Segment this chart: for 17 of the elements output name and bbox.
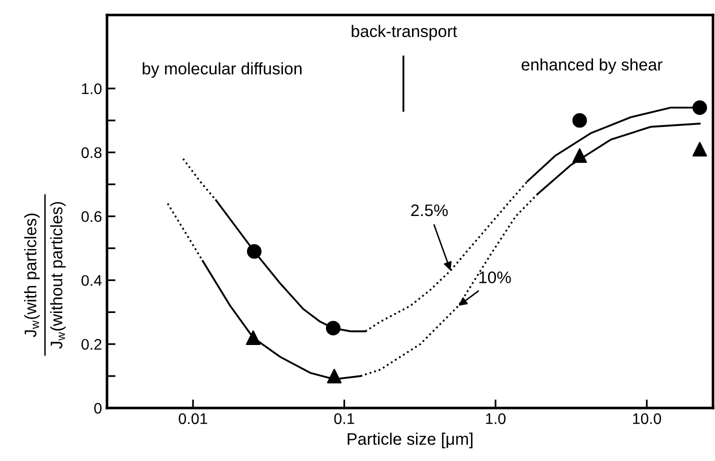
- y-tick-label: 0.8: [82, 147, 102, 158]
- annotation: back-transport: [352, 24, 458, 40]
- annotation: by molecular diffusion: [142, 62, 302, 78]
- x-tick-label: 1.0: [486, 413, 506, 424]
- y-tick-label: 1.0: [82, 83, 102, 94]
- x-tick-label: 0.1: [334, 413, 354, 424]
- y-tick-label: 0.2: [82, 338, 102, 350]
- annotation: 2.5%: [411, 204, 448, 216]
- x-axis-title: Particle size [μm]: [348, 432, 472, 448]
- y-tick-label: 0.4: [82, 275, 102, 286]
- x-tick-label: 10.0: [633, 413, 662, 424]
- y-tick-label: 0: [94, 402, 102, 414]
- annotation: 10%: [479, 271, 511, 284]
- text: J$_{w}$(with particles) J$_{w}$(without particles): [24, 202, 66, 349]
- x-tick-label: 0.01: [178, 413, 208, 424]
- annotation: enhanced by shear: [522, 58, 662, 74]
- y-tick-label: 0.6: [82, 211, 102, 222]
